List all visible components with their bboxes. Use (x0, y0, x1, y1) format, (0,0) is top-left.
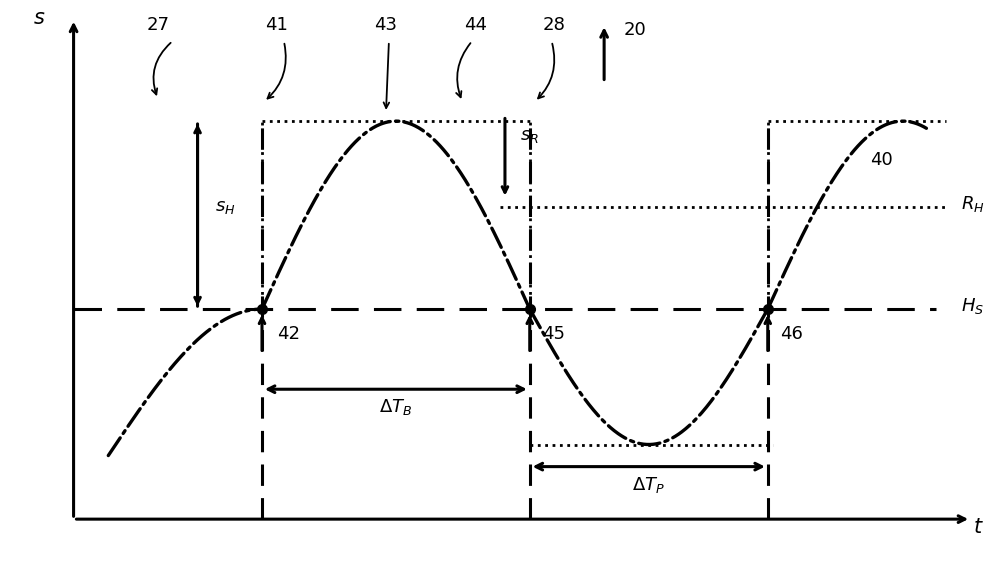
Text: 27: 27 (146, 16, 169, 34)
Text: $\Delta T_P$: $\Delta T_P$ (632, 475, 665, 495)
Text: $R_H$: $R_H$ (961, 194, 985, 214)
Text: 45: 45 (542, 325, 565, 343)
Text: $H_S$: $H_S$ (961, 296, 984, 316)
Text: 20: 20 (624, 21, 647, 39)
Text: 28: 28 (543, 16, 566, 34)
Text: 42: 42 (277, 325, 300, 343)
Text: 41: 41 (265, 16, 288, 34)
Text: t: t (974, 517, 982, 537)
Text: 40: 40 (870, 151, 893, 169)
Text: $s_H$: $s_H$ (215, 198, 236, 216)
Text: $s_R$: $s_R$ (520, 126, 539, 144)
Text: 43: 43 (374, 16, 397, 34)
Text: 44: 44 (464, 16, 487, 34)
Text: 46: 46 (780, 325, 803, 343)
Text: s: s (33, 8, 44, 28)
Text: $\Delta T_B$: $\Delta T_B$ (379, 397, 412, 418)
